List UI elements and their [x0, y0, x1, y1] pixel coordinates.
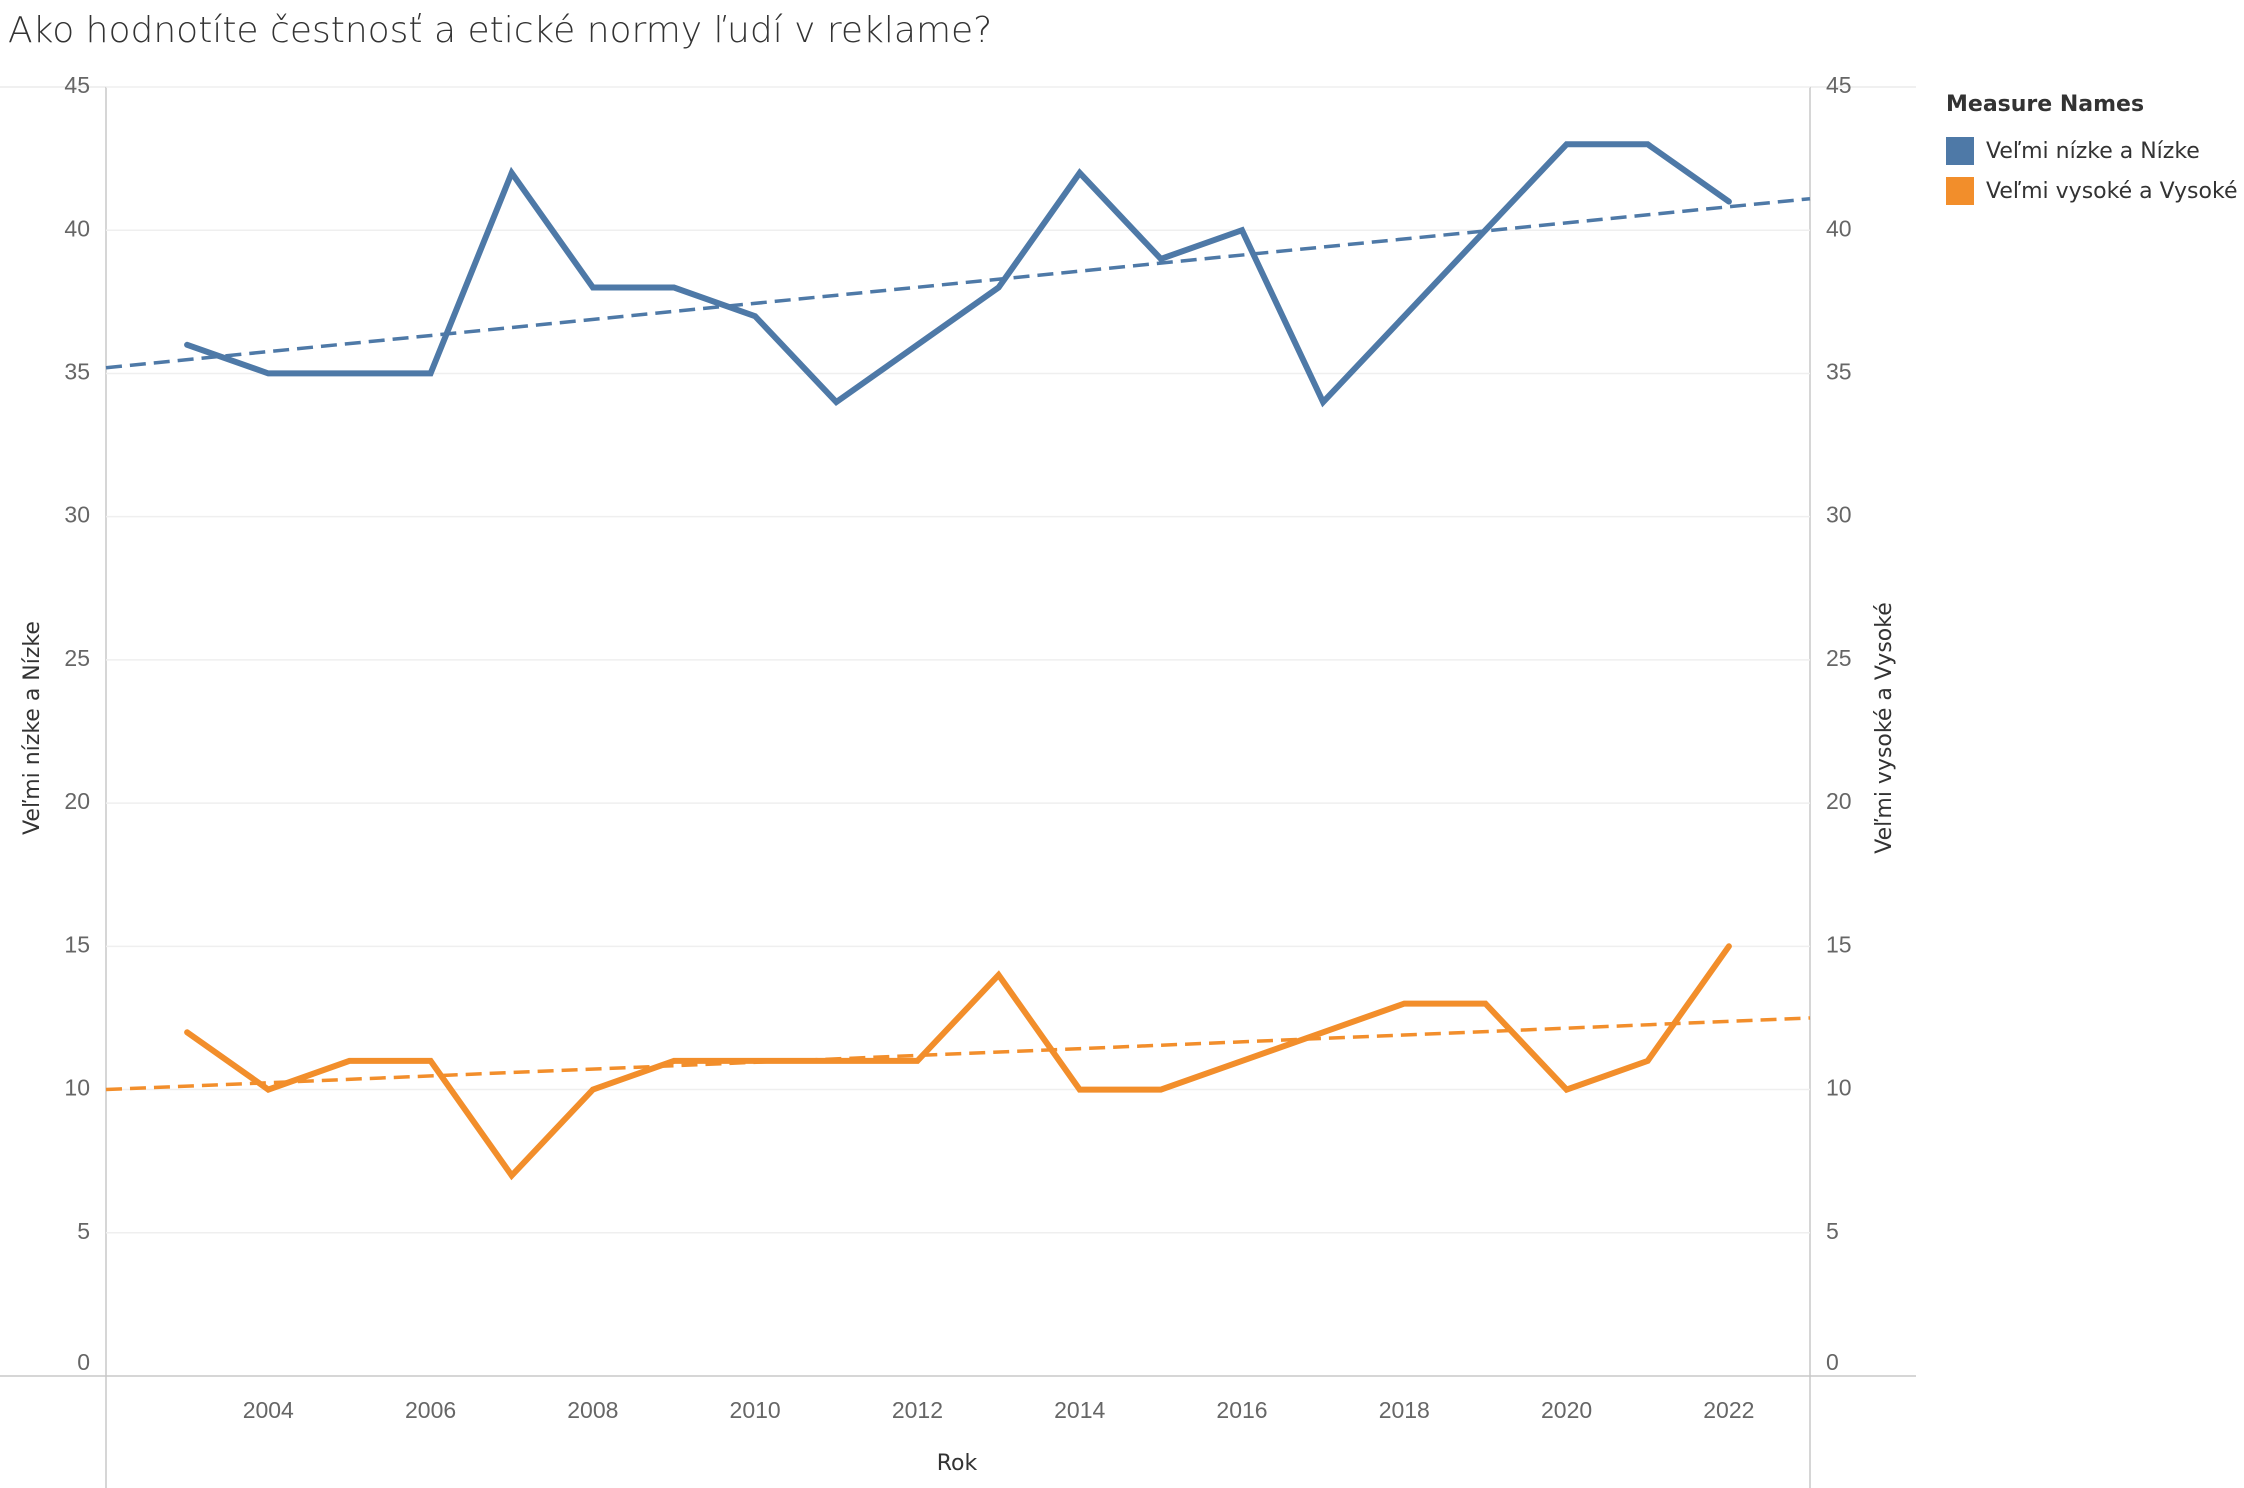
- legend-label-low: Veľmi nízke a Nízke: [1986, 138, 2200, 164]
- y-tick-left-20: 20: [64, 788, 90, 814]
- x-tick-2014: 2014: [1054, 1397, 1105, 1423]
- y-tick-right-30: 30: [1826, 502, 1852, 528]
- y-tick-left-30: 30: [64, 502, 90, 528]
- y-tick-left-0: 0: [77, 1349, 90, 1375]
- y-tick-right-35: 35: [1826, 359, 1852, 385]
- x-tick-2018: 2018: [1379, 1397, 1430, 1423]
- series-line-1: [184, 943, 1732, 1181]
- y-tick-right-45: 45: [1826, 72, 1852, 98]
- trend-lines: [105, 196, 1811, 1092]
- y-tick-left-10: 10: [64, 1075, 90, 1101]
- y-tick-right-40: 40: [1826, 215, 1852, 241]
- y-tick-left-35: 35: [64, 359, 90, 385]
- legend-swatch-low: [1946, 137, 1974, 165]
- x-tick-2010: 2010: [730, 1397, 781, 1423]
- legend-item-high[interactable]: Veľmi vysoké a Vysoké: [1946, 171, 2237, 211]
- series-line-0: [184, 141, 1732, 408]
- y-tick-left-5: 5: [77, 1218, 90, 1244]
- x-tick-2020: 2020: [1541, 1397, 1592, 1423]
- legend-title: Measure Names: [1946, 92, 2145, 117]
- y-axis-title-left: Veľmi nízke a Nízke: [20, 621, 45, 835]
- y-tick-left-45: 45: [64, 72, 90, 98]
- series-lines: [184, 141, 1732, 1181]
- y-tick-left-40: 40: [64, 215, 90, 241]
- legend: Measure Names Veľmi nízke a Nízke Veľmi …: [1946, 92, 2237, 211]
- y-tick-right-15: 15: [1826, 931, 1852, 957]
- x-tick-2022: 2022: [1703, 1397, 1754, 1423]
- y-tick-left-15: 15: [64, 931, 90, 957]
- legend-label-high: Veľmi vysoké a Vysoké: [1986, 178, 2238, 204]
- x-axis-title: Rok: [937, 1451, 978, 1476]
- trend-line-0: [105, 196, 1811, 370]
- y-tick-right-10: 10: [1826, 1075, 1852, 1101]
- legend-item-low[interactable]: Veľmi nízke a Nízke: [1946, 131, 2237, 171]
- y-tick-right-5: 5: [1826, 1218, 1839, 1244]
- y-tick-right-25: 25: [1826, 645, 1852, 671]
- x-tick-2012: 2012: [892, 1397, 943, 1423]
- x-tick-2004: 2004: [243, 1397, 294, 1423]
- legend-swatch-high: [1946, 177, 1974, 205]
- trend-line-1: [105, 1016, 1811, 1092]
- chart-frame: [0, 86, 1916, 1488]
- x-tick-2006: 2006: [405, 1397, 456, 1423]
- y-tick-left-25: 25: [64, 645, 90, 671]
- chart-title: Ako hodnotíte čestnosť a etické normy ľu…: [8, 10, 993, 51]
- y-axis-title-right: Veľmi vysoké a Vysoké: [1872, 602, 1897, 853]
- x-tick-2016: 2016: [1216, 1397, 1267, 1423]
- y-tick-right-0: 0: [1826, 1349, 1839, 1375]
- y-tick-right-20: 20: [1826, 788, 1852, 814]
- x-tick-2008: 2008: [567, 1397, 618, 1423]
